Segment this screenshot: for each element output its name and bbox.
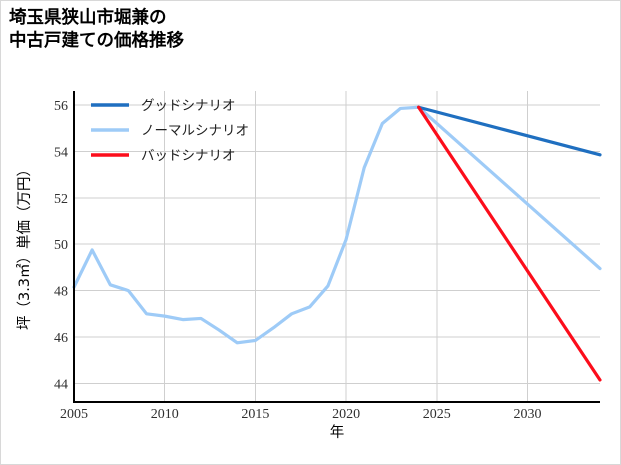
axis-spines [73,91,600,403]
series-line-ノーマルシナリオ [72,105,602,345]
y-tick-label: 56 [54,99,68,114]
x-tick-labels-group: 2005 2010 2015 2020 2025 2030 [60,407,541,422]
x-tick-label: 2010 [151,407,179,422]
series-line-バッドシナリオ [417,105,602,382]
x-tick-label: 2005 [60,407,88,422]
x-tick-label: 2025 [423,407,451,422]
x-tick-label: 2020 [332,407,360,422]
series-line-グッドシナリオ [417,105,602,157]
legend-label-ノーマルシナリオ: ノーマルシナリオ [141,123,249,139]
y-tick-label: 52 [54,192,68,207]
x-axis-title: 年 [330,424,345,441]
y-tick-label: 48 [54,285,68,300]
y-axis-title: 坪（3.3㎡）単価（万円） [16,162,33,330]
y-tick-labels-group: 44 46 48 50 52 54 56 [54,99,68,393]
y-tick-label: 50 [54,238,68,253]
legend-label-グッドシナリオ: グッドシナリオ [141,98,236,114]
y-tick-label: 46 [54,331,68,346]
page-title: 埼玉県狭山市堀兼の 中古戸建ての価格推移 [9,8,184,52]
y-tick-label: 44 [54,377,68,392]
y-tick-label: 54 [54,145,68,160]
legend-label-バッドシナリオ: バッドシナリオ [141,148,236,164]
x-tick-label: 2015 [241,407,269,422]
series-group [72,105,602,382]
x-tick-label: 2030 [513,407,541,422]
